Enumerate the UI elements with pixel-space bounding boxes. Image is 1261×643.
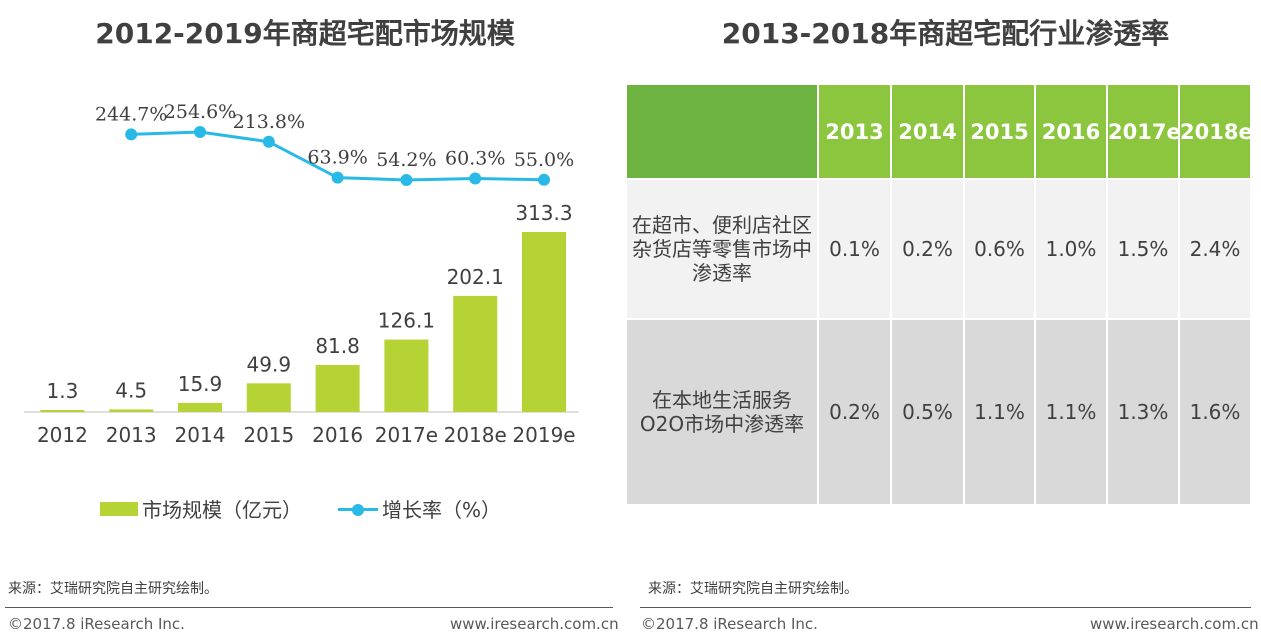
growth-point <box>262 135 275 148</box>
table-header-row: 2013 2014 2015 2016 2017e 2018e <box>625 83 1253 180</box>
table-cell: 1.3% <box>1106 318 1180 506</box>
bar-value-label: 126.1 <box>378 309 435 333</box>
table-cell: 0.5% <box>890 318 965 506</box>
bar <box>246 383 291 412</box>
bar <box>40 410 85 412</box>
table-header-cell: 2018e <box>1178 83 1253 180</box>
growth-value-label: 54.2% <box>376 149 436 171</box>
bar-value-label: 81.8 <box>315 334 360 358</box>
table-cell: 0.6% <box>963 178 1036 320</box>
bar-value-label: 49.9 <box>247 352 292 376</box>
bar <box>315 365 360 412</box>
legend-bar-swatch <box>100 501 138 516</box>
bar-value-label: 15.9 <box>178 372 223 396</box>
left-website-link[interactable]: www.iresearch.com.cn <box>450 615 619 633</box>
penetration-table: 2013 2014 2015 2016 2017e 2018e 在超市、便利店社… <box>625 83 1253 506</box>
growth-value-label: 60.3% <box>445 148 505 170</box>
bar <box>522 232 566 412</box>
right-footer-divider <box>640 607 1251 608</box>
growth-point <box>194 126 206 138</box>
x-tick-label: 2018e <box>444 423 507 447</box>
bar-value-label: 1.3 <box>46 379 78 403</box>
growth-value-label: 55.0% <box>514 149 574 171</box>
x-tick-label: 2013 <box>106 423 157 447</box>
left-chart-title: 2012-2019年商超宅配市场规模 <box>95 17 515 50</box>
table-header-cell: 2015 <box>963 83 1036 180</box>
legend-bar-label: 市场规模（亿元） <box>142 498 302 522</box>
x-tick-label: 2017e <box>375 423 438 447</box>
growth-value-label: 254.6% <box>164 101 236 123</box>
bar-value-label: 4.5 <box>115 378 147 402</box>
growth-point <box>469 172 482 185</box>
table-row-label: 在超市、便利店社区杂货店等零售市场中渗透率 <box>625 178 819 320</box>
left-footer-divider <box>5 607 613 608</box>
table-cell: 1.6% <box>1178 318 1252 506</box>
bar <box>384 339 429 412</box>
table-header-cell: 2016 <box>1034 83 1108 180</box>
x-tick-label: 2015 <box>243 423 294 447</box>
growth-value-label: 244.7% <box>95 103 167 125</box>
growth-value-label: 63.9% <box>307 147 367 169</box>
bar <box>178 402 222 412</box>
table-corner-cell <box>625 83 819 180</box>
table-cell: 1.1% <box>1034 318 1108 506</box>
x-tick-label: 2019e <box>512 423 575 447</box>
table-header-cell: 2014 <box>890 83 965 180</box>
table-row: 在本地生活服务O2O市场中渗透率 0.2% 0.5% 1.1% 1.1% 1.3… <box>625 318 1252 506</box>
table-row: 在超市、便利店社区杂货店等零售市场中渗透率 0.1% 0.2% 0.6% 1.0… <box>625 178 1252 320</box>
table-header-cell: 2017e <box>1106 83 1181 180</box>
x-tick-label: 2014 <box>175 423 226 447</box>
market-size-chart: 1.3 2012 4.5 2013 15.9 2014 49.9 2015 81.8 2016 12… <box>24 101 579 447</box>
growth-point <box>400 174 413 186</box>
bar-value-label: 202.1 <box>447 265 504 289</box>
right-website-link[interactable]: www.iresearch.com.cn <box>1090 615 1259 633</box>
table-row-label: 在本地生活服务O2O市场中渗透率 <box>625 318 819 506</box>
legend-line-label: 增长率（%） <box>382 498 502 522</box>
growth-point <box>538 173 550 186</box>
table-cell: 0.2% <box>890 178 965 320</box>
table-cell: 1.5% <box>1106 178 1180 320</box>
table-cell: 0.1% <box>817 178 892 320</box>
legend-line-swatch <box>338 502 378 516</box>
table-cell: 1.0% <box>1034 178 1108 320</box>
left-source-note: 来源：艾瑞研究院自主研究绘制。 <box>8 581 218 597</box>
x-tick-label: 2012 <box>37 423 88 447</box>
table-cell: 2.4% <box>1178 178 1252 320</box>
left-copyright: ©2017.8 iResearch Inc. <box>8 615 185 633</box>
right-table-title: 2013-2018年商超宅配行业渗透率 <box>721 17 1170 50</box>
chart-legend: 市场规模（亿元） 增长率（%） <box>100 494 501 523</box>
right-source-note: 来源：艾瑞研究院自主研究绘制。 <box>648 581 858 597</box>
right-copyright: ©2017.8 iResearch Inc. <box>641 615 818 633</box>
bar-value-label: 313.3 <box>515 201 572 225</box>
growth-point <box>331 171 344 184</box>
growth-point <box>125 128 138 141</box>
table-cell: 0.2% <box>817 318 892 506</box>
bar <box>453 295 498 412</box>
table-cell: 1.1% <box>963 318 1036 506</box>
growth-value-label: 213.8% <box>233 111 305 133</box>
x-tick-label: 2016 <box>312 423 363 447</box>
table-header-cell: 2013 <box>817 83 892 180</box>
bar <box>109 409 154 412</box>
